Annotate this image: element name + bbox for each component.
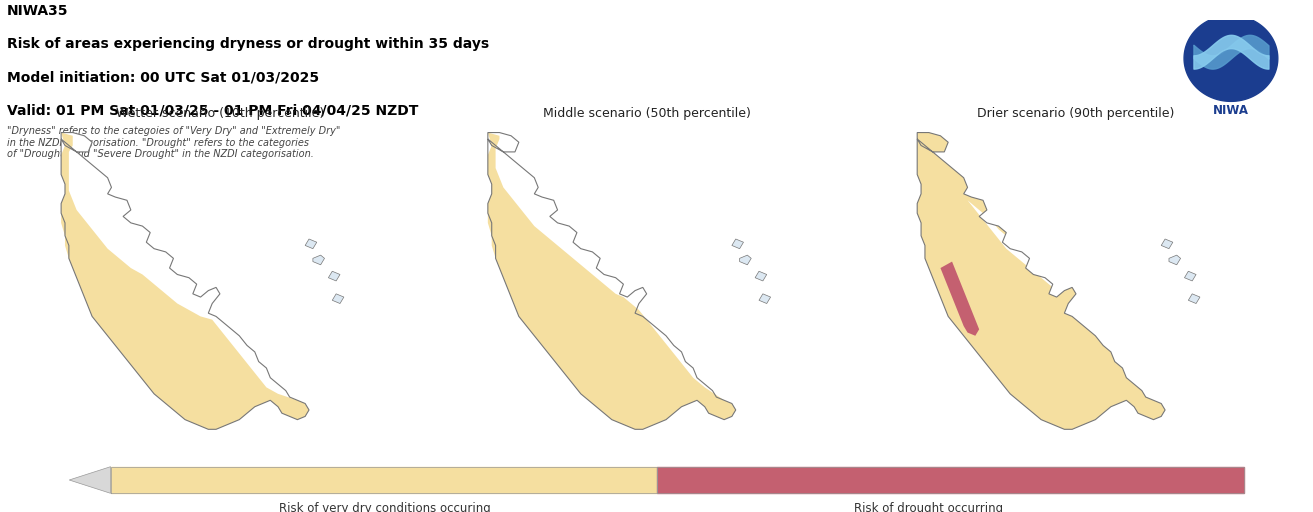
Polygon shape xyxy=(312,255,324,265)
Polygon shape xyxy=(656,467,1243,494)
Polygon shape xyxy=(755,271,767,281)
Text: Model initiation: 00 UTC Sat 01/03/2025: Model initiation: 00 UTC Sat 01/03/2025 xyxy=(7,70,319,84)
Polygon shape xyxy=(1169,255,1180,265)
Polygon shape xyxy=(70,467,110,494)
Text: NIWA35: NIWA35 xyxy=(7,4,68,18)
Polygon shape xyxy=(1161,239,1173,249)
Polygon shape xyxy=(305,239,316,249)
Polygon shape xyxy=(1184,271,1196,281)
Polygon shape xyxy=(940,262,979,336)
Polygon shape xyxy=(332,294,344,304)
Text: NIWA: NIWA xyxy=(1213,104,1249,117)
Polygon shape xyxy=(488,133,735,429)
Text: in the NZDI categorisation. "Drought" refers to the categories: in the NZDI categorisation. "Drought" re… xyxy=(7,138,309,147)
Text: Valid: 01 PM Sat 01/03/25 - 01 PM Fri 04/04/25 NZDT: Valid: 01 PM Sat 01/03/25 - 01 PM Fri 04… xyxy=(7,103,418,117)
Polygon shape xyxy=(731,239,743,249)
Title: Middle scenario (50th percentile): Middle scenario (50th percentile) xyxy=(542,108,751,120)
Text: Risk of drought occurring: Risk of drought occurring xyxy=(853,502,1003,512)
Polygon shape xyxy=(739,255,751,265)
Polygon shape xyxy=(1188,294,1200,304)
Text: Risk of areas experiencing dryness or drought within 35 days: Risk of areas experiencing dryness or dr… xyxy=(7,37,488,51)
Polygon shape xyxy=(62,133,309,429)
Text: Risk of very dry conditions occuring: Risk of very dry conditions occuring xyxy=(278,502,491,512)
Polygon shape xyxy=(328,271,340,281)
Polygon shape xyxy=(1184,15,1278,101)
Title: Wetter scenario (10th percentile): Wetter scenario (10th percentile) xyxy=(116,108,324,120)
Title: Drier scenario (90th percentile): Drier scenario (90th percentile) xyxy=(977,108,1175,120)
Polygon shape xyxy=(968,200,1061,287)
Polygon shape xyxy=(62,133,309,429)
Polygon shape xyxy=(759,294,771,304)
Text: "Dryness" refers to the categoies of "Very Dry" and "Extremely Dry": "Dryness" refers to the categoies of "Ve… xyxy=(7,126,340,136)
Text: of "Drought" and "Severe Drought" in the NZDI categorisation.: of "Drought" and "Severe Drought" in the… xyxy=(7,149,314,159)
Polygon shape xyxy=(488,133,735,429)
Polygon shape xyxy=(918,133,1165,429)
Polygon shape xyxy=(110,467,656,494)
